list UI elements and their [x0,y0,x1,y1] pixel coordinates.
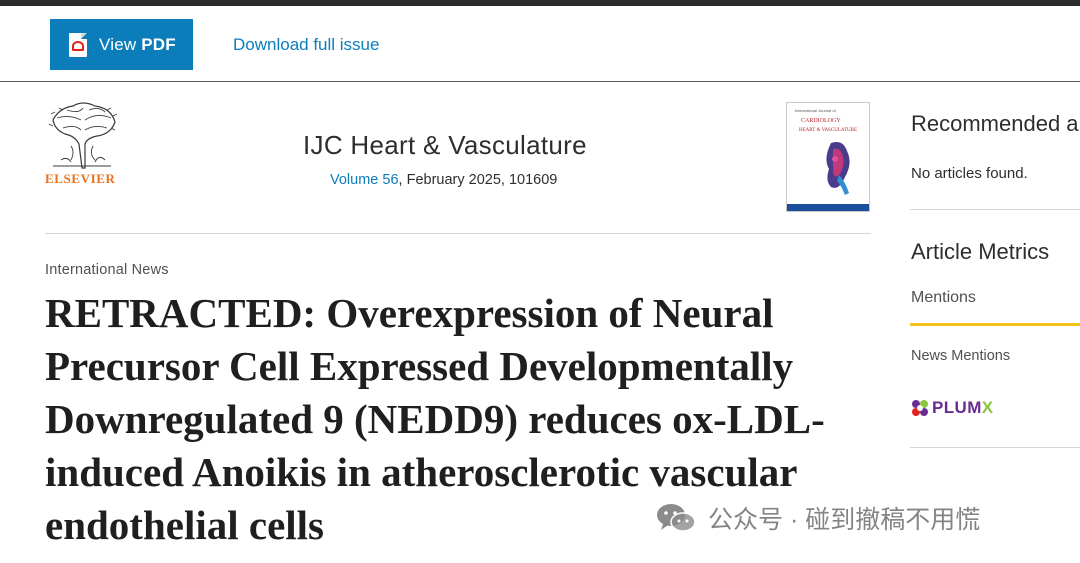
elsevier-tree-logo-icon[interactable] [45,100,119,186]
cover-label-bottom: HEART & VASCULATURE [799,128,857,133]
tab-active-underline [910,323,1080,326]
article-main: ELSEVIER IJC Heart & Vasculature Volume … [45,83,871,548]
sidebar-divider [910,447,1080,448]
news-mentions-label: News Mentions [911,348,1011,364]
view-pdf-button[interactable]: View PDF [50,19,193,70]
elsevier-wordmark[interactable]: ELSEVIER [45,171,116,186]
journal-volume-info: Volume 56, February 2025, 101609 [330,172,557,188]
volume-link[interactable]: Volume 56 [330,172,399,188]
article-title: RETRACTED: Overexpression of Neural Prec… [45,290,825,548]
tab-mentions-label: Mentions [911,289,976,306]
article-toolbar: View PDF Download full issue [0,6,1080,82]
recommended-articles-heading: Recommended a [911,111,1079,136]
issue-details: , February 2025, 101609 [398,172,558,188]
watermark-text: 公众号 · 碰到撤稿不用慌 [708,506,981,534]
plumx-wordmark: PLUMX [932,398,994,417]
article-type: International News [45,262,169,278]
recommended-empty-message: No articles found. [911,165,1028,182]
plumx-flower-icon [912,400,928,416]
article-metrics-heading: Article Metrics [911,239,1050,264]
wechat-watermark: 公众号 · 碰到撤稿不用慌 [656,500,980,536]
cover-label-top: International Journal of [795,108,837,113]
view-pdf-label: View PDF [99,34,176,54]
wechat-icon [656,502,696,534]
top-border [0,0,1080,6]
journal-header: ELSEVIER IJC Heart & Vasculature Volume … [45,83,871,234]
cover-label-mid: CARDIOLOGY [801,118,841,124]
tab-mentions[interactable]: Mentions [910,289,1080,327]
journal-cover-image[interactable]: International Journal of CARDIOLOGY HEAR… [786,102,870,212]
download-full-issue-link[interactable]: Download full issue [233,35,380,54]
plumx-logo[interactable]: PLUMX [910,398,994,418]
journal-title[interactable]: IJC Heart & Vasculature [303,130,587,160]
sidebar-divider [910,209,1080,210]
pdf-file-icon [67,32,89,57]
